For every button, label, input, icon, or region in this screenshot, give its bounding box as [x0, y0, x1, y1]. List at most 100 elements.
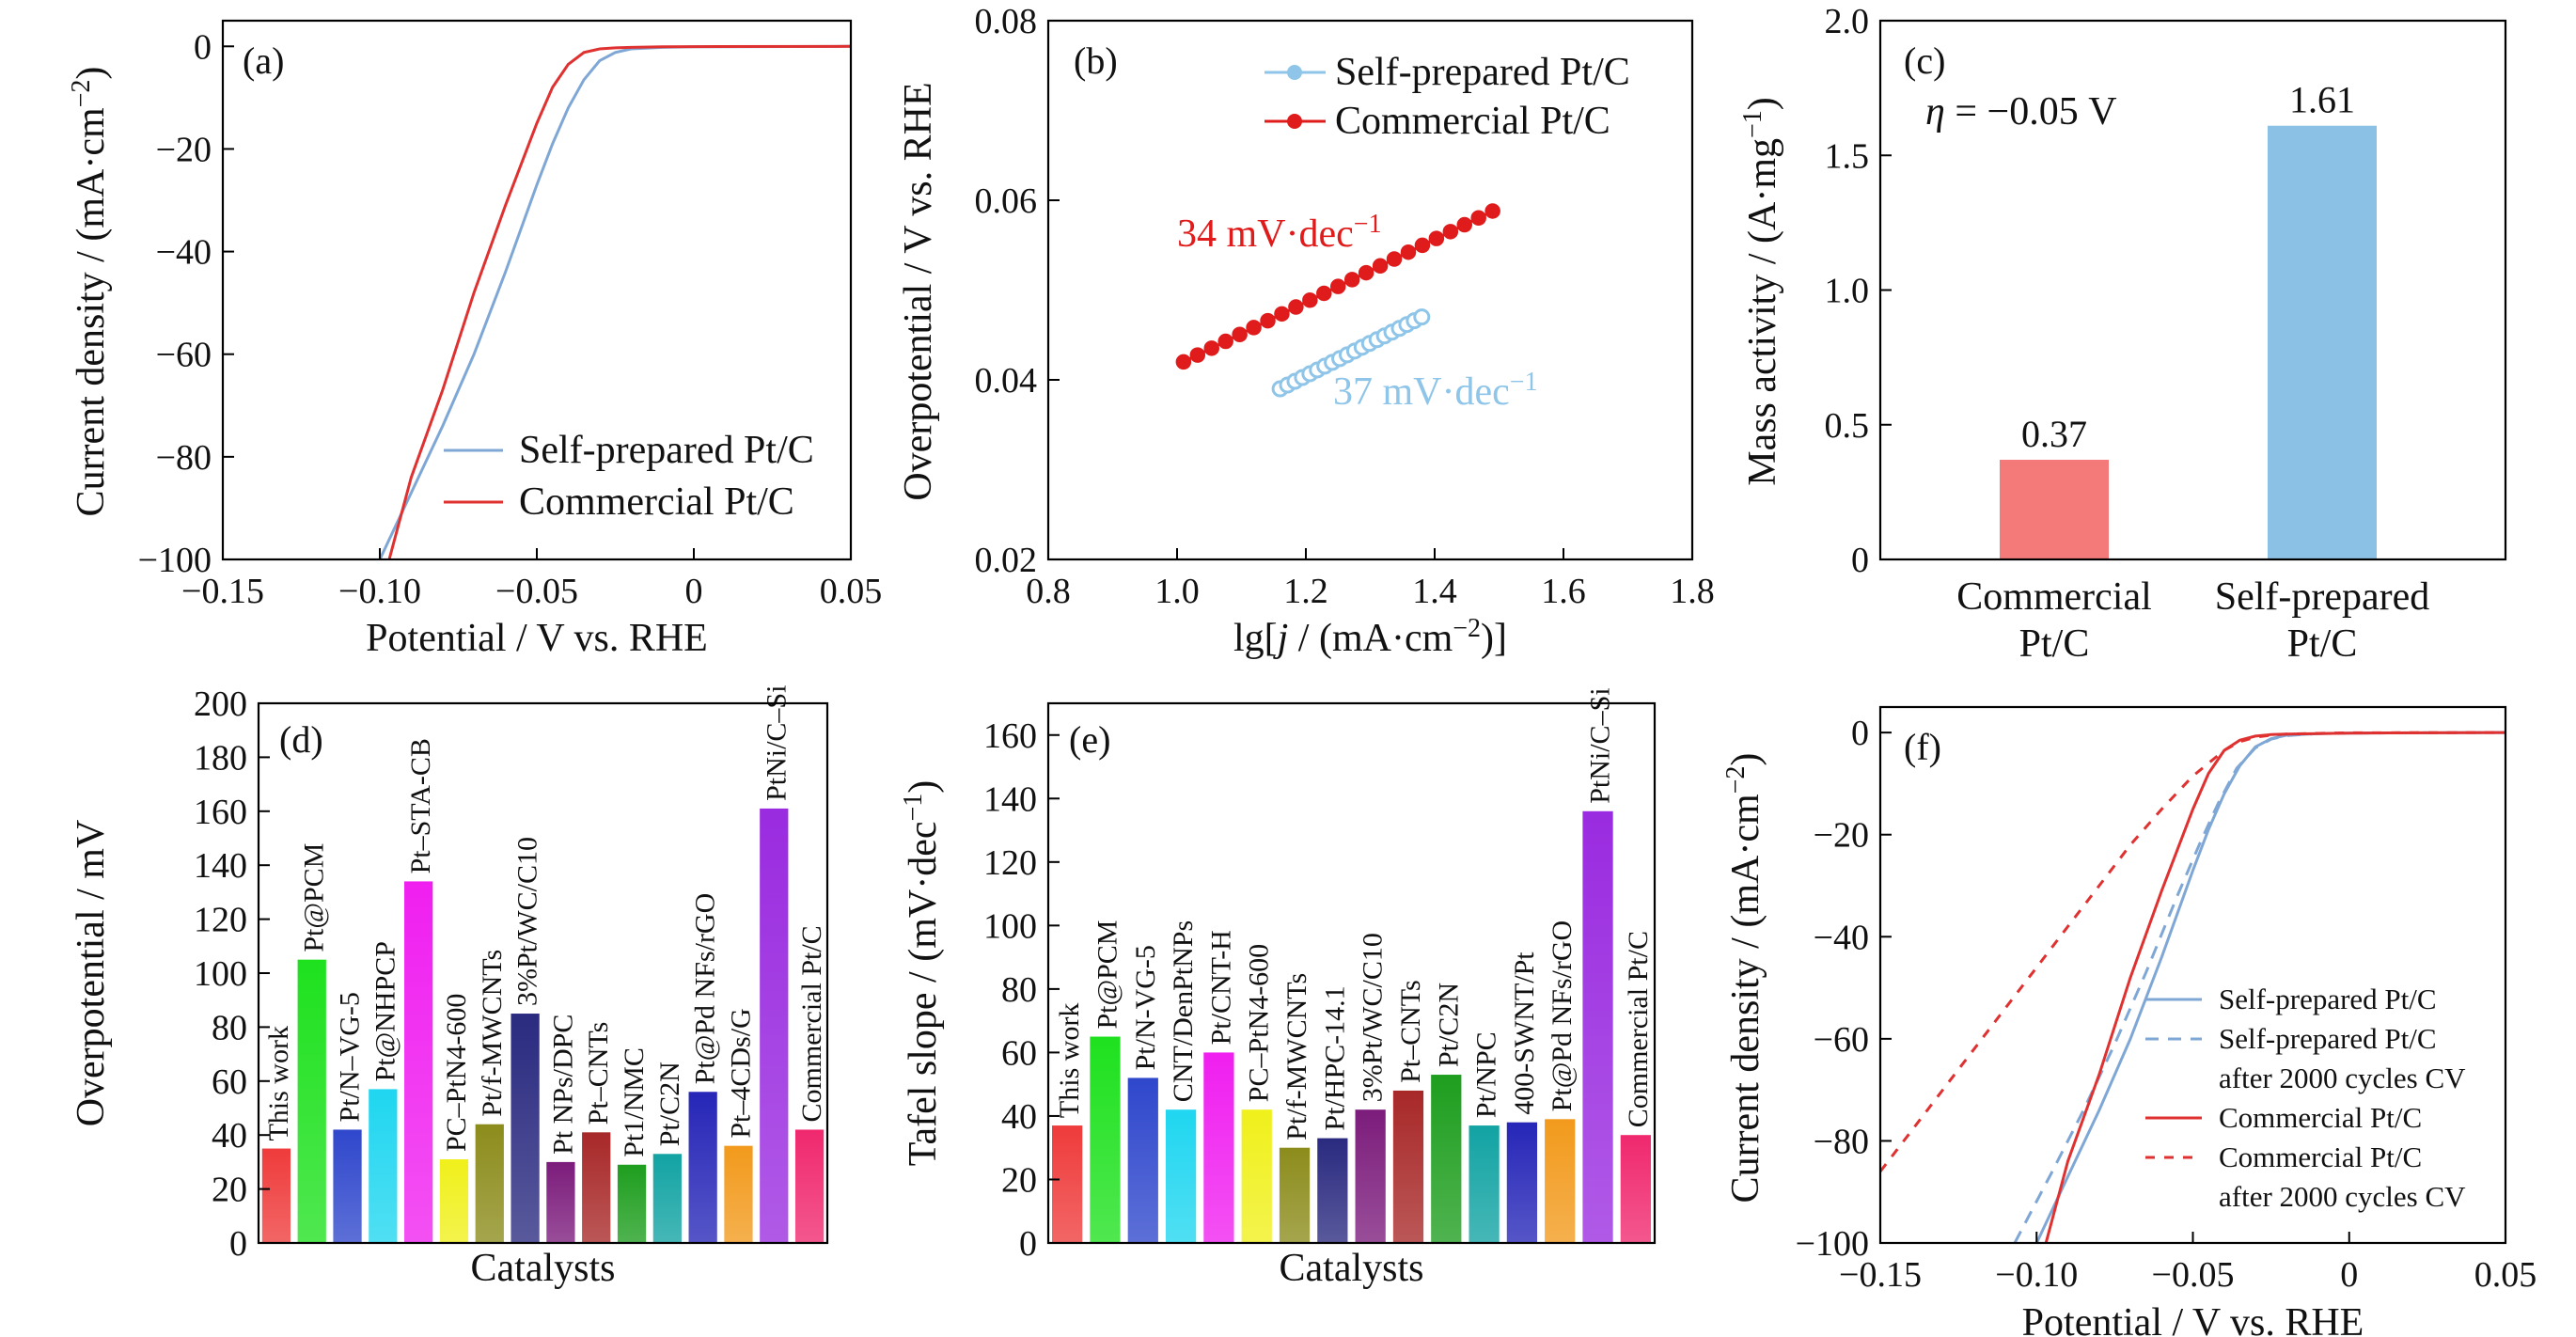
- panel-d-ytick-label: 80: [212, 1008, 247, 1047]
- panel-a-ytick-label: −100: [138, 541, 212, 580]
- panel-e-bar-label: Pt/N-VG-5: [1130, 945, 1161, 1070]
- panel-d-ytick-label: 160: [194, 793, 247, 832]
- panel-b-ytick-label: 0.04: [975, 361, 1038, 401]
- panel-b-xtick-label: 1.0: [1154, 572, 1200, 611]
- panel-a-legend-label: Commercial Pt/C: [519, 480, 794, 524]
- panel-b-point: [1386, 251, 1403, 267]
- panel-c-ytick-label: 0.5: [1825, 406, 1870, 446]
- panel-c-category-label: Pt/C: [2287, 622, 2358, 666]
- panel-e-bar: [1090, 1036, 1121, 1243]
- panel-b-xtick-label: 1.6: [1541, 572, 1586, 611]
- panel-f-label: (f): [1904, 726, 1941, 768]
- panel-f-legend-label: after 2000 cycles CV: [2219, 1180, 2466, 1213]
- panel-c-bar-value: 1.61: [2289, 79, 2355, 121]
- panel-f-series-line: [1880, 731, 2505, 1172]
- panel-e-bar-label: Pt/HPC-14.1: [1319, 985, 1350, 1130]
- panel-d-ytick-label: 140: [194, 846, 247, 886]
- panel-f-ytick-label: −100: [1796, 1224, 1869, 1264]
- panel-d-bar-label: Pt–CNTs: [583, 1022, 614, 1125]
- panel-d-ytick-label: 40: [212, 1116, 247, 1156]
- panel-b-legend-marker: [1287, 65, 1302, 80]
- panel-e-bar: [1241, 1109, 1272, 1243]
- panel-a-xtick-label: −0.05: [495, 572, 578, 611]
- panel-e-ytick-label: 40: [1001, 1097, 1037, 1137]
- panel-b-xlabel: lg[j / (mA·cm−2)]: [1233, 614, 1507, 661]
- panel-b-point: [1343, 272, 1360, 288]
- panel-e-bar: [1620, 1135, 1651, 1243]
- panel-d-ytick-label: 20: [212, 1171, 247, 1210]
- panel-f-legend-label: after 2000 cycles CV: [2219, 1062, 2466, 1094]
- panel-d-bar-label: Pt–4CDs/G: [725, 1008, 756, 1138]
- panel-e-ytick-label: 0: [1019, 1224, 1037, 1264]
- panel-a-xtick-label: 0: [685, 572, 703, 611]
- panel-e-bar-label: Pt/f-MWCNTs: [1281, 973, 1312, 1140]
- panel-f-ytick-label: −40: [1814, 918, 1869, 957]
- panel-e-ytick-label: 60: [1001, 1033, 1037, 1073]
- panel-b-point: [1470, 210, 1486, 227]
- panel-c-category-label: Self-prepared: [2215, 575, 2430, 619]
- panel-d-ytick-label: 60: [212, 1062, 247, 1102]
- panel-a-ytick-label: −20: [156, 130, 212, 169]
- panel-e-xlabel: Catalysts: [1280, 1247, 1424, 1290]
- panel-d-bar-label: Pt@Pd NFs/rGO: [690, 893, 721, 1085]
- panel-b-point: [1372, 258, 1389, 275]
- panel-e-bar-label: This work: [1054, 1003, 1085, 1119]
- panel-e-bar: [1392, 1090, 1424, 1243]
- panel-e-bar: [1317, 1138, 1348, 1243]
- panel-d-bar: [688, 1092, 717, 1243]
- panel-a-ytick-label: −80: [156, 438, 212, 478]
- panel-b-annotation-self: 37 mV·dec−1: [1333, 368, 1538, 415]
- panel-c-category-label: Commercial: [1956, 575, 2152, 619]
- panel-d-ytick-label: 200: [194, 684, 247, 724]
- panel-f-xlabel: Potential / V vs. RHE: [2022, 1301, 2364, 1337]
- panel-d-bar-label: Pt1/NMC: [619, 1047, 650, 1157]
- panel-b-xtick-label: 1.8: [1670, 572, 1715, 611]
- panel-c-label: (c): [1904, 39, 1945, 82]
- panel-d-bar: [439, 1159, 469, 1243]
- panel-f-legend-label: Commercial Pt/C: [2219, 1101, 2422, 1134]
- panel-d-bar: [760, 808, 789, 1243]
- panel-c-bar-value: 0.37: [2021, 413, 2087, 455]
- panel-b-ylabel: Overpotential / V vs. RHE: [897, 82, 940, 500]
- panel-d-bar: [794, 1129, 825, 1243]
- panel-a-legend-label: Self-prepared Pt/C: [519, 429, 814, 472]
- panel-b-point: [1232, 326, 1248, 342]
- panel-e-ytick-label: 120: [983, 843, 1037, 883]
- panel-d-bar: [652, 1154, 682, 1243]
- panel-b-point: [1246, 320, 1262, 336]
- panel-d-label: (d): [279, 718, 323, 761]
- panel-e-bar: [1052, 1125, 1083, 1243]
- panel-e-bar-label: Pt/C2N: [1433, 983, 1464, 1067]
- panel-e-ytick-label: 140: [983, 779, 1037, 819]
- panel-c-category-label: Pt/C: [2019, 622, 2090, 666]
- panel-e-bar-label: Pt/NPC: [1471, 1031, 1502, 1118]
- panel-b-point: [1203, 340, 1219, 356]
- panel-c-bar: [2268, 125, 2377, 560]
- panel-e-frame: [1046, 701, 1657, 1245]
- panel-b-xtick-label: 1.4: [1412, 572, 1457, 611]
- panel-b-annotation-commercial: 34 mV·dec−1: [1177, 210, 1382, 257]
- panel-a-ytick-label: −40: [156, 233, 212, 273]
- panel-b-point: [1413, 308, 1431, 326]
- panel-f-legend-label: Commercial Pt/C: [2219, 1140, 2422, 1173]
- panel-e-bar-label: PtNi/C–Si: [1585, 687, 1616, 803]
- panel-b-label: (b): [1074, 39, 1118, 82]
- panel-a-ylabel: Current density / (mA·cm−2): [67, 67, 114, 517]
- panel-e-bar-label: 3%Pt/WC/C10: [1358, 933, 1389, 1102]
- panel-b-point: [1428, 230, 1445, 246]
- panel-d-bar-label: Pt@PCM: [299, 843, 330, 952]
- panel-f-xtick-label: −0.15: [1839, 1255, 1922, 1295]
- panel-e-ytick-label: 160: [983, 716, 1037, 756]
- panel-b-ytick-label: 0.06: [975, 181, 1038, 221]
- panel-e-bar: [1355, 1109, 1386, 1243]
- panel-b-xtick-label: 1.2: [1283, 572, 1328, 611]
- panel-c-annotation: η = −0.05 V: [1925, 90, 2117, 134]
- panel-b-point: [1316, 285, 1332, 302]
- panel-e-bar: [1279, 1147, 1311, 1243]
- panel-b-point: [1414, 237, 1431, 254]
- panel-b-point: [1189, 347, 1206, 363]
- panel-c-bar: [2000, 459, 2109, 559]
- panel-e-bar-label: Pt@PCM: [1092, 920, 1123, 1030]
- panel-a-xtick-label: 0.05: [820, 572, 883, 611]
